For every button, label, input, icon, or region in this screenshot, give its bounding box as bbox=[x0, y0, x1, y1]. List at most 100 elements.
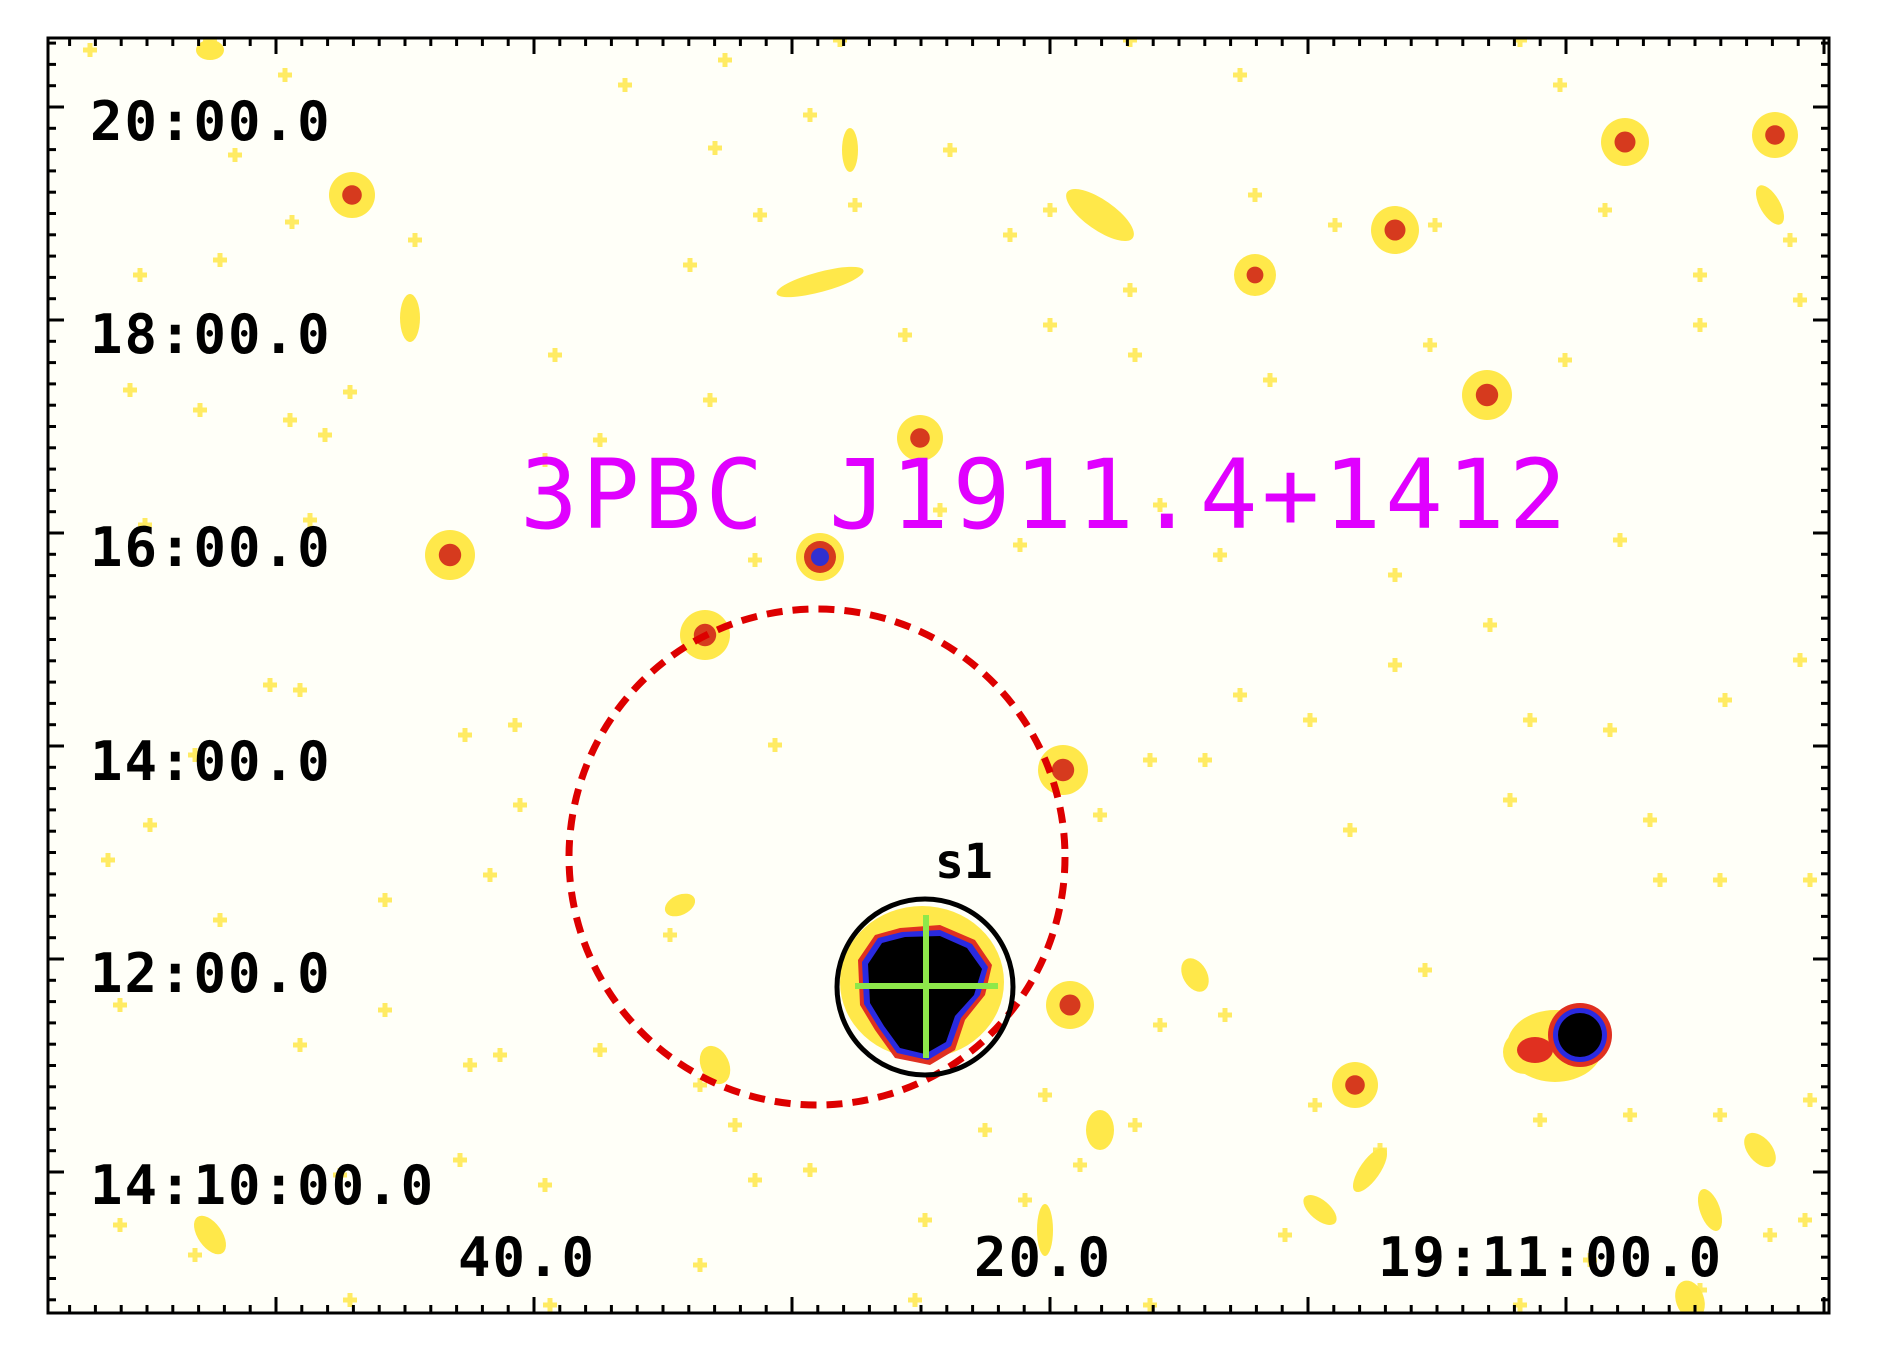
faint-star bbox=[1623, 1108, 1637, 1122]
faint-star bbox=[138, 518, 152, 532]
medium-source-core bbox=[1051, 758, 1075, 782]
faint-star bbox=[1093, 808, 1107, 822]
dec-tick-label: 18:00.0 bbox=[90, 303, 332, 366]
faint-star bbox=[1713, 873, 1727, 887]
faint-star bbox=[193, 403, 207, 417]
faint-star bbox=[1328, 218, 1342, 232]
faint-star bbox=[1388, 658, 1402, 672]
faint-star bbox=[1038, 1088, 1052, 1102]
faint-star bbox=[1143, 753, 1157, 767]
faint-star bbox=[493, 1048, 507, 1062]
faint-star bbox=[1153, 498, 1167, 512]
faint-blob bbox=[1675, 1280, 1705, 1313]
faint-star bbox=[483, 868, 497, 882]
medium-source-core bbox=[438, 543, 462, 567]
faint-star bbox=[1303, 713, 1317, 727]
faint-blob bbox=[196, 40, 224, 60]
ra-tick-label: 40.0 bbox=[458, 1226, 596, 1289]
image-background bbox=[48, 38, 1829, 1313]
faint-star bbox=[1718, 693, 1732, 707]
faint-star bbox=[1388, 568, 1402, 582]
faint-star bbox=[303, 513, 317, 527]
faint-star bbox=[978, 1123, 992, 1137]
faint-star bbox=[1533, 1113, 1547, 1127]
faint-star bbox=[458, 728, 472, 742]
faint-star bbox=[1233, 688, 1247, 702]
faint-star bbox=[101, 853, 115, 867]
faint-star bbox=[293, 1038, 307, 1052]
faint-star bbox=[213, 913, 227, 927]
faint-star bbox=[1558, 353, 1572, 367]
faint-star bbox=[343, 1293, 357, 1307]
faint-star bbox=[898, 328, 912, 342]
source-circle bbox=[834, 896, 1016, 1078]
faint-star bbox=[1128, 1118, 1142, 1132]
faint-star bbox=[803, 108, 817, 122]
source-label: s1 bbox=[935, 834, 993, 890]
faint-star bbox=[1483, 618, 1497, 632]
axis-ticks bbox=[48, 38, 1829, 1313]
faint-star bbox=[593, 433, 607, 447]
dec-tick-label: 14:10:00.0 bbox=[90, 1154, 435, 1217]
faint-star bbox=[1798, 1213, 1812, 1227]
medium-source-core bbox=[1475, 383, 1499, 407]
faint-star bbox=[1773, 23, 1787, 37]
dec-tick-label: 12:00.0 bbox=[90, 942, 332, 1005]
faint-star bbox=[1418, 963, 1432, 977]
faint-blob bbox=[664, 893, 696, 917]
faint-star bbox=[1218, 1008, 1232, 1022]
ra-axis: 40.0 20.0 19:11:00.0 bbox=[458, 1226, 1721, 1289]
faint-star bbox=[343, 385, 357, 399]
faint-star bbox=[1013, 538, 1027, 552]
faint-star bbox=[188, 748, 202, 762]
faint-star bbox=[538, 453, 552, 467]
faint-star bbox=[548, 348, 562, 362]
faint-star bbox=[1523, 713, 1537, 727]
faint-star bbox=[693, 1258, 707, 1272]
faint-star bbox=[718, 53, 732, 67]
faint-star bbox=[1598, 203, 1612, 217]
faint-star bbox=[693, 1078, 707, 1092]
faint-blob bbox=[842, 128, 858, 172]
faint-star bbox=[1803, 1093, 1817, 1107]
error-circle bbox=[565, 605, 1069, 1109]
faint-star bbox=[1503, 793, 1517, 807]
faint-star bbox=[1233, 68, 1247, 82]
faint-blob bbox=[776, 266, 864, 298]
faint-star bbox=[143, 818, 157, 832]
faint-star bbox=[508, 718, 522, 732]
faint-star bbox=[333, 1168, 347, 1182]
faint-star bbox=[1693, 268, 1707, 282]
faint-star bbox=[1278, 1228, 1292, 1242]
faint-star bbox=[285, 215, 299, 229]
faint-star bbox=[748, 1173, 762, 1187]
dec-tick-label: 20:00.0 bbox=[90, 90, 332, 153]
faint-star bbox=[1803, 873, 1817, 887]
faint-star bbox=[133, 268, 147, 282]
faint-star bbox=[188, 1248, 202, 1262]
faint-star bbox=[848, 198, 862, 212]
faint-star bbox=[1653, 873, 1667, 887]
faint-star bbox=[1793, 653, 1807, 667]
source-title: 3PBC J1911.4+1412 bbox=[520, 439, 1571, 551]
faint-star bbox=[753, 208, 767, 222]
faint-blob bbox=[400, 294, 420, 342]
crosshair-icon bbox=[855, 915, 998, 1058]
faint-star bbox=[1428, 218, 1442, 232]
faint-star bbox=[1018, 1193, 1032, 1207]
faint-star bbox=[538, 1178, 552, 1192]
medium-source-core bbox=[1614, 131, 1636, 153]
faint-star bbox=[943, 143, 957, 157]
faint-star bbox=[1198, 753, 1212, 767]
faint-star bbox=[908, 1293, 922, 1307]
faint-star bbox=[1583, 1253, 1597, 1267]
faint-star bbox=[1308, 1098, 1322, 1112]
faint-star bbox=[663, 928, 677, 942]
bright-source-right bbox=[1507, 1003, 1612, 1082]
faint-star bbox=[933, 503, 947, 517]
faint-star bbox=[113, 1218, 127, 1232]
faint-star bbox=[463, 1058, 477, 1072]
faint-star bbox=[1213, 548, 1227, 562]
faint-star bbox=[918, 1213, 932, 1227]
